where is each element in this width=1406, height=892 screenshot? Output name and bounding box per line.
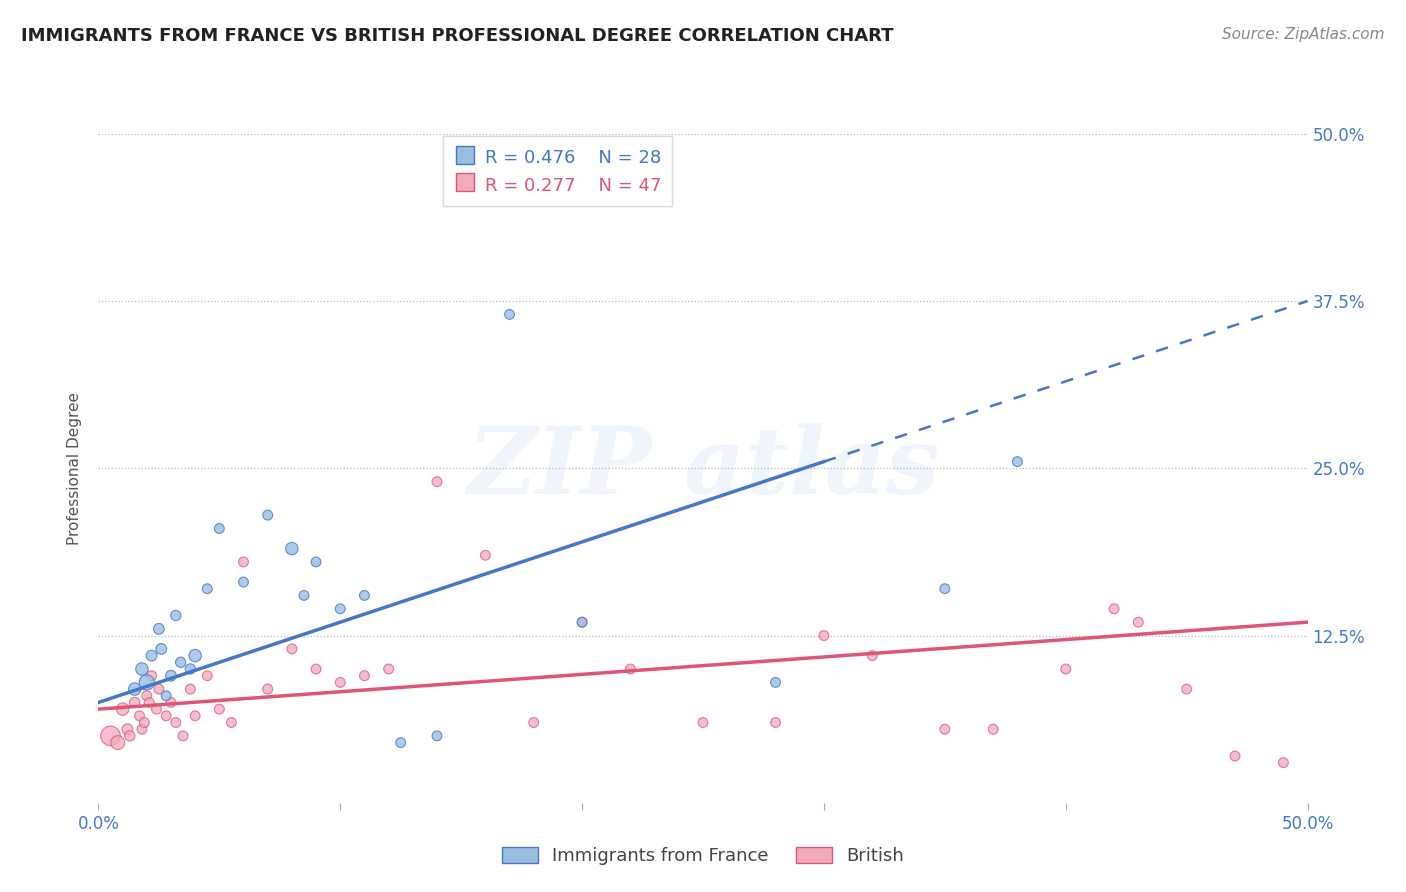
- Point: [160, 696, 183, 710]
- Point: [281, 642, 304, 657]
- Point: [765, 675, 787, 690]
- Point: [117, 723, 139, 737]
- Point: [118, 729, 141, 743]
- Point: [135, 675, 157, 690]
- Point: [184, 708, 207, 723]
- Point: [150, 642, 173, 657]
- Point: [353, 669, 375, 683]
- Point: [131, 662, 153, 676]
- Point: [981, 723, 1004, 737]
- Point: [353, 589, 375, 603]
- Point: [281, 541, 304, 556]
- Point: [232, 555, 254, 569]
- Point: [155, 689, 177, 703]
- Point: [141, 648, 163, 663]
- Point: [692, 715, 714, 730]
- Point: [1223, 749, 1246, 764]
- Point: [160, 669, 183, 683]
- Point: [426, 475, 449, 489]
- Point: [148, 622, 170, 636]
- Point: [131, 723, 153, 737]
- Point: [208, 521, 231, 535]
- Text: ZIP atlas: ZIP atlas: [467, 424, 939, 513]
- Text: Source: ZipAtlas.com: Source: ZipAtlas.com: [1222, 27, 1385, 42]
- Point: [305, 555, 328, 569]
- Point: [1128, 615, 1150, 630]
- Point: [329, 675, 352, 690]
- Point: [165, 715, 187, 730]
- Y-axis label: Professional Degree: Professional Degree: [67, 392, 83, 545]
- Point: [571, 615, 593, 630]
- Point: [165, 608, 187, 623]
- Point: [124, 681, 146, 696]
- Point: [179, 681, 201, 696]
- Point: [1272, 756, 1295, 770]
- Point: [148, 681, 170, 696]
- Point: [860, 648, 883, 663]
- Point: [195, 582, 218, 596]
- Point: [1175, 681, 1198, 696]
- Point: [765, 715, 787, 730]
- Point: [1007, 455, 1029, 469]
- Point: [1102, 602, 1125, 616]
- Point: [232, 575, 254, 590]
- Legend: R = 0.476    N = 28, R = 0.277    N = 47: R = 0.476 N = 28, R = 0.277 N = 47: [443, 136, 672, 206]
- Point: [172, 729, 194, 743]
- Point: [107, 735, 129, 749]
- Point: [184, 648, 207, 663]
- Point: [221, 715, 243, 730]
- Point: [111, 702, 134, 716]
- Point: [100, 729, 122, 743]
- Point: [138, 696, 160, 710]
- Point: [329, 602, 352, 616]
- Point: [179, 662, 201, 676]
- Legend: Immigrants from France, British: Immigrants from France, British: [492, 838, 914, 874]
- Point: [208, 702, 231, 716]
- Point: [1054, 662, 1077, 676]
- Point: [426, 729, 449, 743]
- Point: [813, 628, 835, 642]
- Point: [128, 708, 150, 723]
- Point: [571, 615, 593, 630]
- Point: [619, 662, 641, 676]
- Point: [134, 715, 156, 730]
- Point: [292, 589, 315, 603]
- Point: [256, 508, 278, 523]
- Point: [141, 669, 163, 683]
- Point: [124, 696, 146, 710]
- Text: IMMIGRANTS FROM FRANCE VS BRITISH PROFESSIONAL DEGREE CORRELATION CHART: IMMIGRANTS FROM FRANCE VS BRITISH PROFES…: [21, 27, 894, 45]
- Point: [135, 689, 157, 703]
- Point: [169, 655, 191, 669]
- Point: [934, 723, 956, 737]
- Point: [389, 735, 412, 749]
- Point: [305, 662, 328, 676]
- Point: [195, 669, 218, 683]
- Point: [523, 715, 546, 730]
- Point: [934, 582, 956, 596]
- Point: [256, 681, 278, 696]
- Point: [498, 307, 520, 322]
- Point: [474, 548, 496, 563]
- Point: [155, 708, 177, 723]
- Point: [145, 702, 167, 716]
- Point: [377, 662, 399, 676]
